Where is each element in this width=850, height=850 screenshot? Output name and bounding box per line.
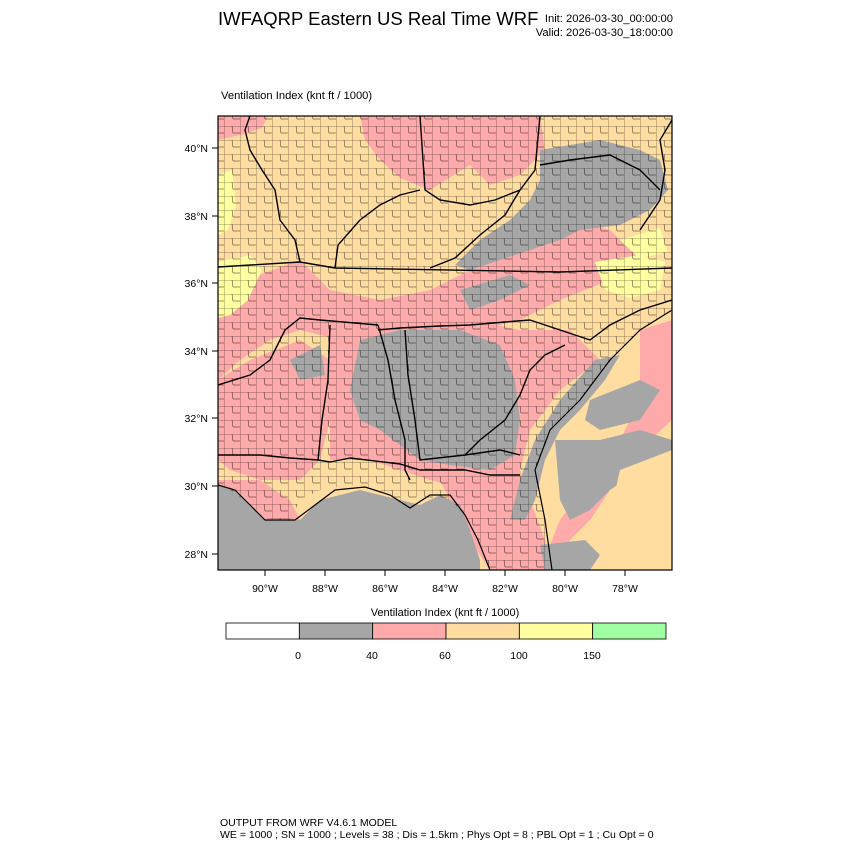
colorbar-tick: 40 [366,650,378,662]
colorbar-swatch [372,622,447,640]
init-time: Init: 2026-03-30_00:00:00 [544,13,673,25]
lat-label: 28°N [185,549,208,561]
colorbar-tick: 150 [583,650,601,662]
lon-label: 86°W [372,583,398,595]
vi-offshore-60-100 [612,450,672,570]
colorbar-tick: 60 [439,650,451,662]
lon-label: 82°W [492,583,518,595]
plot-title: IWFAQRP Eastern US Real Time WRF [218,8,539,29]
lat-label: 32°N [185,413,208,425]
lat-label: 36°N [185,278,208,290]
colorbar-swatch [592,622,667,640]
lat-ticks [212,147,218,555]
coastline [218,309,672,570]
colorbar [225,622,667,640]
lat-label: 30°N [185,481,208,493]
model-info-line2: WE = 1000 ; SN = 1000 ; Levels = 38 ; Di… [220,829,654,841]
map-area [218,116,672,570]
colorbar-tick: 0 [295,650,301,662]
county-boundaries [218,116,672,570]
lon-label: 88°W [312,583,338,595]
lat-label: 40°N [185,143,208,155]
lon-label: 78°W [612,583,638,595]
lat-label: 34°N [185,346,208,358]
lon-label: 84°W [432,583,458,595]
colorbar-swatch [445,622,520,640]
colorbar-swatch [518,622,594,640]
lon-label: 90°W [252,583,278,595]
lon-label: 80°W [552,583,578,595]
state-boundaries [218,116,672,481]
field-label: Ventilation Index (knt ft / 1000) [221,90,373,102]
lon-ticks [264,570,626,576]
colorbar-title: Ventilation Index (knt ft / 1000) [370,607,520,619]
model-info-line1: OUTPUT FROM WRF V4.6.1 MODEL [220,817,398,829]
colorbar-tick: 100 [510,650,528,662]
lat-label: 38°N [185,211,208,223]
colorbar-swatch [225,622,300,640]
colorbar-swatch [298,622,374,640]
valid-time: Valid: 2026-03-30_18:00:00 [535,27,673,39]
